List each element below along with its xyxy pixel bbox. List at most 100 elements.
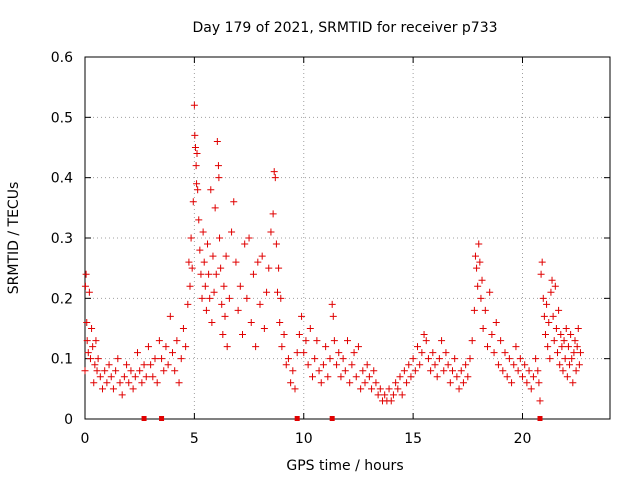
data-point [160, 367, 168, 375]
data-point [494, 361, 502, 369]
data-point [575, 361, 583, 369]
data-point [435, 355, 443, 363]
data-point [329, 312, 337, 320]
x-tick-label: 5 [190, 431, 199, 447]
data-point [568, 355, 576, 363]
data-point [131, 373, 139, 381]
data-point [571, 337, 579, 345]
data-point [164, 361, 172, 369]
data-point [344, 337, 351, 345]
data-point [416, 361, 424, 369]
data-point [272, 240, 280, 248]
data-point [109, 385, 117, 393]
data-point [267, 228, 275, 236]
data-point [559, 367, 567, 375]
data-point [374, 391, 382, 399]
data-point [144, 343, 152, 351]
chart-title: Day 179 of 2021, SRMTID for receiver p73… [192, 20, 497, 36]
data-point [208, 318, 216, 326]
data-point [116, 379, 124, 387]
data-point [370, 367, 378, 375]
data-point [387, 397, 395, 405]
data-point [394, 385, 402, 393]
data-point [123, 361, 131, 369]
data-point [88, 325, 96, 332]
data-point [223, 343, 231, 351]
data-point [561, 355, 569, 363]
data-point [535, 379, 543, 387]
data-point [476, 258, 484, 266]
data-point [214, 162, 222, 170]
data-point [389, 391, 397, 399]
data-point [348, 361, 356, 369]
data-point [574, 325, 582, 332]
data-point [86, 355, 94, 363]
data-point [270, 168, 278, 176]
gap-marker [537, 416, 543, 421]
data-point [204, 240, 211, 248]
data-point [400, 367, 408, 375]
data-point [363, 361, 371, 369]
data-point [188, 264, 196, 272]
data-point [138, 379, 146, 387]
data-point [317, 379, 325, 387]
gap-marker [294, 416, 300, 421]
data-point [234, 306, 242, 314]
data-point [346, 379, 354, 387]
data-point [499, 367, 507, 375]
data-point [457, 367, 465, 375]
data-point [249, 270, 257, 278]
data-point [222, 252, 230, 260]
data-point [572, 367, 580, 375]
data-point [514, 367, 522, 375]
data-point [187, 234, 195, 242]
data-point [205, 270, 213, 278]
y-tick-label: 0.5 [51, 110, 73, 126]
data-point [330, 337, 338, 345]
data-point [195, 216, 203, 224]
data-point [311, 355, 319, 363]
data-point [151, 355, 159, 363]
data-point [411, 367, 419, 375]
data-point [105, 361, 113, 369]
data-point [449, 367, 456, 375]
data-point [93, 367, 101, 375]
data-point [545, 318, 553, 326]
x-tick-label: 0 [81, 431, 90, 447]
data-point [127, 367, 135, 375]
data-point [536, 397, 544, 405]
data-point [525, 367, 533, 375]
data-point [537, 270, 545, 278]
data-point [368, 385, 376, 393]
data-point [521, 361, 529, 369]
data-point [166, 312, 174, 320]
data-point [357, 385, 365, 393]
data-point [291, 385, 299, 393]
data-point [564, 343, 572, 351]
data-point [263, 288, 271, 296]
data-point [359, 367, 367, 375]
data-point [505, 355, 513, 363]
data-point [247, 318, 255, 326]
data-point [576, 349, 584, 357]
data-point [558, 343, 566, 351]
data-point [107, 373, 115, 381]
data-point [484, 343, 491, 351]
x-tick-label: 20 [514, 431, 532, 447]
data-point [376, 385, 384, 393]
data-point [103, 379, 111, 387]
data-point [192, 162, 200, 170]
data-point [202, 306, 210, 314]
data-point [304, 361, 312, 369]
data-point [365, 373, 373, 381]
data-point [200, 258, 208, 266]
data-point [341, 367, 349, 375]
data-point [490, 349, 498, 357]
data-point [207, 186, 215, 194]
data-point [385, 385, 393, 393]
data-point [81, 367, 89, 375]
y-tick-label: 0 [64, 412, 73, 428]
data-point [557, 331, 565, 339]
data-point [551, 282, 559, 290]
